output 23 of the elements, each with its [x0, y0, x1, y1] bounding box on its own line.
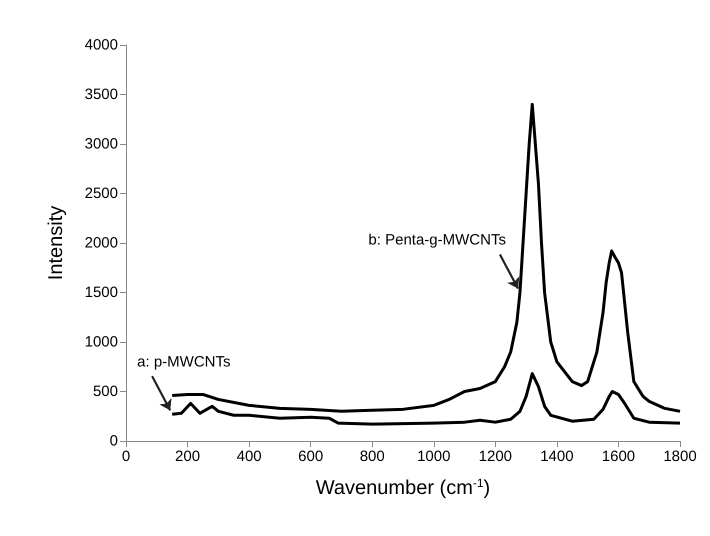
- y-axis-title: Intensity: [45, 206, 67, 280]
- y-tick-label: 500: [92, 383, 118, 400]
- y-tick-label: 0: [110, 432, 118, 450]
- y-tick-label: 2500: [84, 185, 118, 202]
- annotation: a: p-MWCNTs: [137, 353, 231, 370]
- y-tick-label: 3500: [84, 86, 118, 103]
- x-tick-label: 1400: [540, 448, 574, 465]
- x-tick-label: 1200: [478, 448, 512, 465]
- x-tick-label: 800: [360, 448, 385, 465]
- x-tick-label: 0: [122, 448, 130, 465]
- x-tick-label: 1000: [417, 448, 450, 465]
- x-tick-label: 1800: [663, 448, 697, 465]
- x-tick-label: 1600: [602, 448, 636, 465]
- y-tick-label: 2000: [84, 234, 118, 252]
- x-tick-label: 600: [298, 448, 324, 465]
- annotation: b: Penta-g-MWCNTs: [368, 232, 506, 248]
- y-tick-label: 3000: [84, 136, 118, 152]
- x-tick-label: 200: [175, 448, 200, 465]
- x-tick-label: 400: [236, 448, 262, 465]
- y-tick-label: 1500: [84, 284, 118, 301]
- y-tick-label: 4000: [84, 36, 118, 54]
- y-tick-label: 1000: [84, 334, 118, 350]
- line-series: [170, 372, 682, 426]
